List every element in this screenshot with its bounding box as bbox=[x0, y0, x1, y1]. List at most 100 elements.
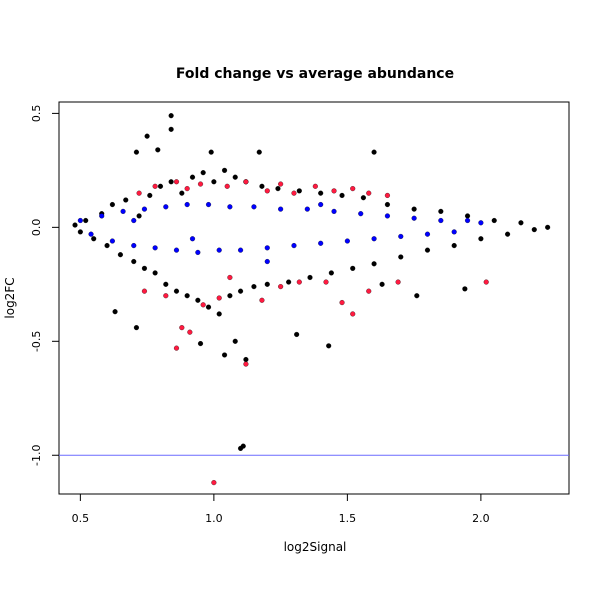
data-point bbox=[163, 281, 169, 287]
data-point bbox=[464, 217, 471, 224]
data-point bbox=[243, 356, 249, 363]
data-point bbox=[243, 361, 249, 367]
data-point bbox=[326, 343, 332, 349]
data-point bbox=[451, 229, 457, 235]
data-point bbox=[328, 270, 334, 276]
data-point bbox=[189, 236, 196, 242]
data-point bbox=[259, 297, 265, 303]
data-point bbox=[331, 188, 337, 194]
data-point bbox=[483, 279, 489, 285]
data-point bbox=[384, 192, 390, 198]
data-point bbox=[438, 217, 444, 224]
data-point bbox=[88, 231, 94, 237]
x-axis: 0.5 1.0 1.5 2.0 bbox=[72, 494, 490, 525]
data-point bbox=[224, 183, 230, 189]
data-point bbox=[350, 265, 356, 271]
data-point bbox=[478, 236, 484, 242]
x-tick-label: 2.0 bbox=[472, 512, 490, 525]
x-axis-label: log2Signal bbox=[284, 540, 347, 554]
data-point bbox=[205, 202, 212, 208]
data-point bbox=[168, 113, 174, 119]
data-point bbox=[77, 217, 83, 224]
data-point bbox=[238, 288, 244, 294]
data-point bbox=[77, 229, 83, 235]
data-point bbox=[395, 279, 401, 285]
data-point bbox=[195, 297, 201, 303]
data-point bbox=[133, 325, 139, 331]
data-point bbox=[278, 181, 284, 187]
data-point bbox=[264, 245, 270, 251]
data-point bbox=[384, 202, 390, 208]
y-tick-label: -1.0 bbox=[30, 445, 43, 466]
data-point bbox=[371, 149, 377, 155]
data-point bbox=[264, 281, 270, 287]
data-point bbox=[173, 179, 180, 185]
data-point bbox=[339, 192, 345, 198]
data-point bbox=[366, 190, 372, 196]
data-point bbox=[424, 247, 431, 253]
data-point bbox=[184, 293, 190, 299]
data-point bbox=[221, 167, 228, 173]
data-point bbox=[371, 236, 377, 242]
data-point bbox=[157, 183, 164, 189]
data-point bbox=[197, 341, 204, 347]
data-point bbox=[278, 284, 284, 290]
data-point bbox=[307, 274, 313, 281]
data-point bbox=[424, 231, 431, 237]
data-point bbox=[117, 252, 123, 258]
data-point bbox=[256, 149, 262, 155]
x-tick-label: 1.0 bbox=[205, 512, 223, 525]
chart-title: Fold change vs average abundance bbox=[176, 66, 454, 82]
y-tick-label: 0.0 bbox=[30, 219, 43, 237]
data-point bbox=[152, 183, 158, 189]
data-point bbox=[216, 311, 222, 317]
data-point bbox=[173, 345, 180, 351]
data-point bbox=[505, 231, 511, 237]
data-point bbox=[173, 247, 180, 253]
data-point bbox=[187, 329, 193, 335]
data-point bbox=[318, 240, 324, 246]
data-point bbox=[91, 236, 97, 242]
data-point bbox=[216, 247, 222, 253]
data-point bbox=[195, 249, 201, 255]
data-point bbox=[109, 238, 115, 244]
data-point bbox=[294, 331, 300, 338]
data-point bbox=[232, 174, 238, 180]
data-point bbox=[141, 288, 147, 294]
series-group bbox=[72, 113, 551, 451]
data-point bbox=[123, 197, 129, 203]
data-point bbox=[200, 170, 206, 176]
data-point bbox=[179, 325, 185, 331]
data-point bbox=[141, 206, 147, 212]
data-point bbox=[221, 352, 228, 358]
data-point bbox=[238, 445, 244, 451]
data-point bbox=[179, 190, 185, 196]
data-point bbox=[168, 179, 174, 185]
data-point bbox=[189, 174, 196, 180]
data-point bbox=[350, 311, 356, 317]
data-point bbox=[152, 270, 158, 276]
data-point bbox=[227, 204, 233, 210]
data-point bbox=[152, 245, 158, 251]
y-axis-label: log2FC bbox=[3, 277, 17, 318]
x-tick-label: 1.5 bbox=[339, 512, 357, 525]
data-point bbox=[366, 288, 372, 294]
data-point bbox=[275, 186, 281, 192]
data-point bbox=[133, 149, 139, 155]
data-point bbox=[411, 206, 417, 212]
data-point bbox=[144, 133, 150, 139]
data-point bbox=[163, 204, 169, 210]
data-point bbox=[109, 202, 115, 208]
data-point bbox=[518, 220, 524, 226]
data-point bbox=[208, 149, 214, 155]
data-point bbox=[286, 279, 292, 285]
data-point bbox=[350, 186, 356, 192]
data-point bbox=[163, 293, 169, 299]
data-point bbox=[131, 217, 137, 224]
data-point bbox=[462, 286, 468, 292]
data-point bbox=[278, 206, 284, 212]
data-point bbox=[371, 261, 377, 267]
data-point bbox=[259, 183, 265, 189]
